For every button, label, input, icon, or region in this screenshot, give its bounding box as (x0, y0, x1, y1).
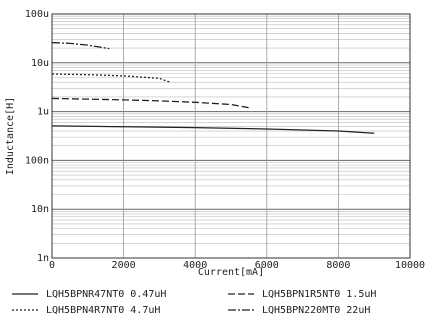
legend-label: LQH5BPN220MT0 22uH (262, 305, 370, 316)
x-tick-label: 6000 (255, 260, 279, 271)
legend-label: LQH5BPN1R5NT0 1.5uH (262, 289, 376, 300)
y-tick-label: 10u (31, 58, 49, 69)
x-tick-label: 4000 (183, 260, 207, 271)
series-line (51, 97, 250, 109)
legend-label: LQH5BPN4R7NT0 4.7uH (46, 305, 160, 316)
x-tick-label: 10000 (395, 260, 425, 271)
plot-area (52, 14, 410, 258)
y-tick-label: 10n (31, 204, 49, 215)
y-tick-label: 100u (25, 9, 49, 20)
x-tick-label: 2000 (112, 260, 136, 271)
x-axis-label: Current[mA] (198, 267, 264, 278)
y-tick-label: 1u (37, 107, 49, 118)
y-axis-label: Inductance[H] (5, 97, 16, 175)
x-tick-label: 0 (49, 260, 55, 271)
plot-frame (51, 13, 411, 259)
legend-label: LQH5BPNR47NT0 0.47uH (46, 289, 166, 300)
series-line (51, 41, 110, 50)
y-tick-label: 100n (25, 155, 49, 166)
x-tick-label: 8000 (326, 260, 350, 271)
series-line (51, 125, 375, 134)
y-tick-label: 1n (37, 253, 49, 264)
